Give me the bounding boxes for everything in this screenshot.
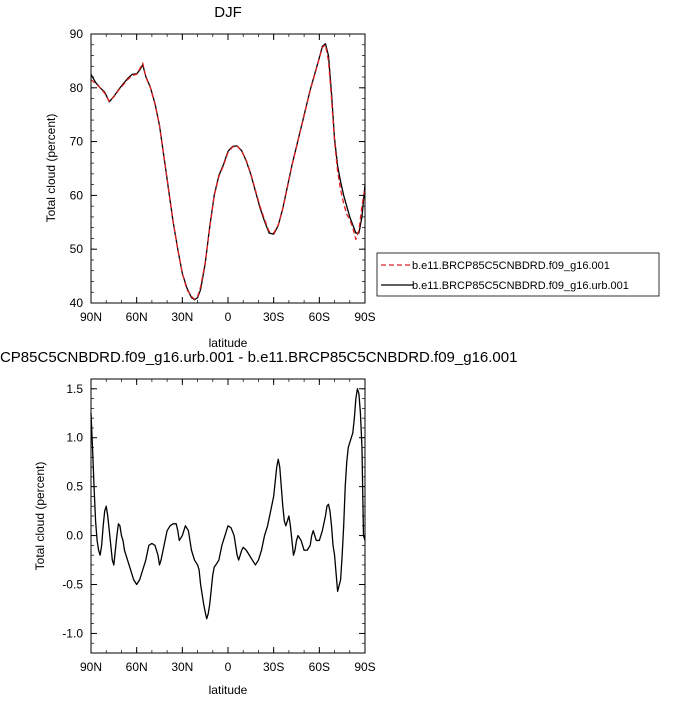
top-x-tick-label: 90N: [80, 310, 102, 324]
top-x-tick-label: 30S: [263, 310, 284, 324]
top-x-tick-label: 60S: [309, 310, 330, 324]
bottom-series-line-0: [90, 388, 366, 620]
bottom-x-tick-label: 30N: [171, 660, 193, 674]
top-x-axis-label: latitude: [209, 336, 248, 350]
bottom-panel: b.e11.BRCP85C5CNBDRD.f09_g16.urb.001 - b…: [0, 349, 517, 697]
bottom-y-tick-label: 1.0: [66, 431, 83, 445]
top-x-tick-label: 0: [225, 310, 232, 324]
bottom-plot-frame: [90, 378, 366, 654]
bottom-x-tick-label: 30S: [263, 660, 284, 674]
top-panel: DJF 40 50 60 70 80 90 90N 60N 30N 0 30S 60S 90S lat…: [44, 4, 660, 350]
bottom-panel-title: b.e11.BRCP85C5CNBDRD.f09_g16.urb.001 - b…: [0, 349, 517, 366]
bottom-x-tick-label: 60N: [126, 660, 148, 674]
bottom-y-axis-label: Total cloud (percent): [33, 462, 47, 571]
bottom-y-tick-label: 0.5: [66, 480, 83, 494]
bottom-x-axis-label: latitude: [209, 683, 248, 697]
bottom-x-tick-label: 60S: [309, 660, 330, 674]
bottom-series-layer: [90, 388, 366, 620]
legend-label-urban: b.e11.BRCP85C5CNBDRD.f09_g16.urb.001: [412, 280, 629, 292]
top-series-layer: [90, 43, 366, 301]
legend: b.e11.BRCP85C5CNBDRD.f09_g16.001 b.e11.B…: [376, 252, 660, 297]
top-y-tick-label: 60: [70, 188, 84, 202]
legend-box: [376, 252, 660, 297]
top-y-tick-label: 50: [70, 242, 84, 256]
bottom-x-ticks: 90N 60N 30N 0 30S 60S 90S: [80, 379, 376, 674]
top-y-tick-label: 70: [70, 135, 84, 149]
bottom-y-tick-label: -0.5: [62, 578, 83, 592]
top-panel-title: DJF: [214, 4, 242, 21]
top-series-line-1: [90, 43, 366, 301]
bottom-y-tick-label: 0.0: [66, 529, 83, 543]
bottom-y-tick-label: 1.5: [66, 382, 83, 396]
top-x-tick-label: 60N: [126, 310, 148, 324]
bottom-y-ticks: -1.0 -0.5 0.0 0.5 1.0 1.5: [62, 378, 365, 654]
top-y-tick-label: 90: [70, 27, 84, 41]
bottom-y-tick-label: -1.0: [62, 626, 83, 640]
top-y-tick-label: 40: [70, 296, 84, 310]
bottom-x-tick-label: 0: [225, 660, 232, 674]
bottom-x-tick-label: 90N: [80, 660, 102, 674]
top-y-axis-label: Total cloud (percent): [44, 114, 58, 223]
top-series-line-0: [90, 44, 366, 300]
legend-label-control: b.e11.BRCP85C5CNBDRD.f09_g16.001: [412, 260, 610, 272]
top-x-ticks: 90N 60N 30N 0 30S 60S 90S: [80, 34, 376, 324]
bottom-x-tick-label: 90S: [354, 660, 375, 674]
top-x-tick-label: 30N: [171, 310, 193, 324]
top-y-ticks: 40 50 60 70 80 90: [70, 27, 365, 310]
top-y-tick-label: 80: [70, 81, 84, 95]
top-x-tick-label: 90S: [354, 310, 375, 324]
